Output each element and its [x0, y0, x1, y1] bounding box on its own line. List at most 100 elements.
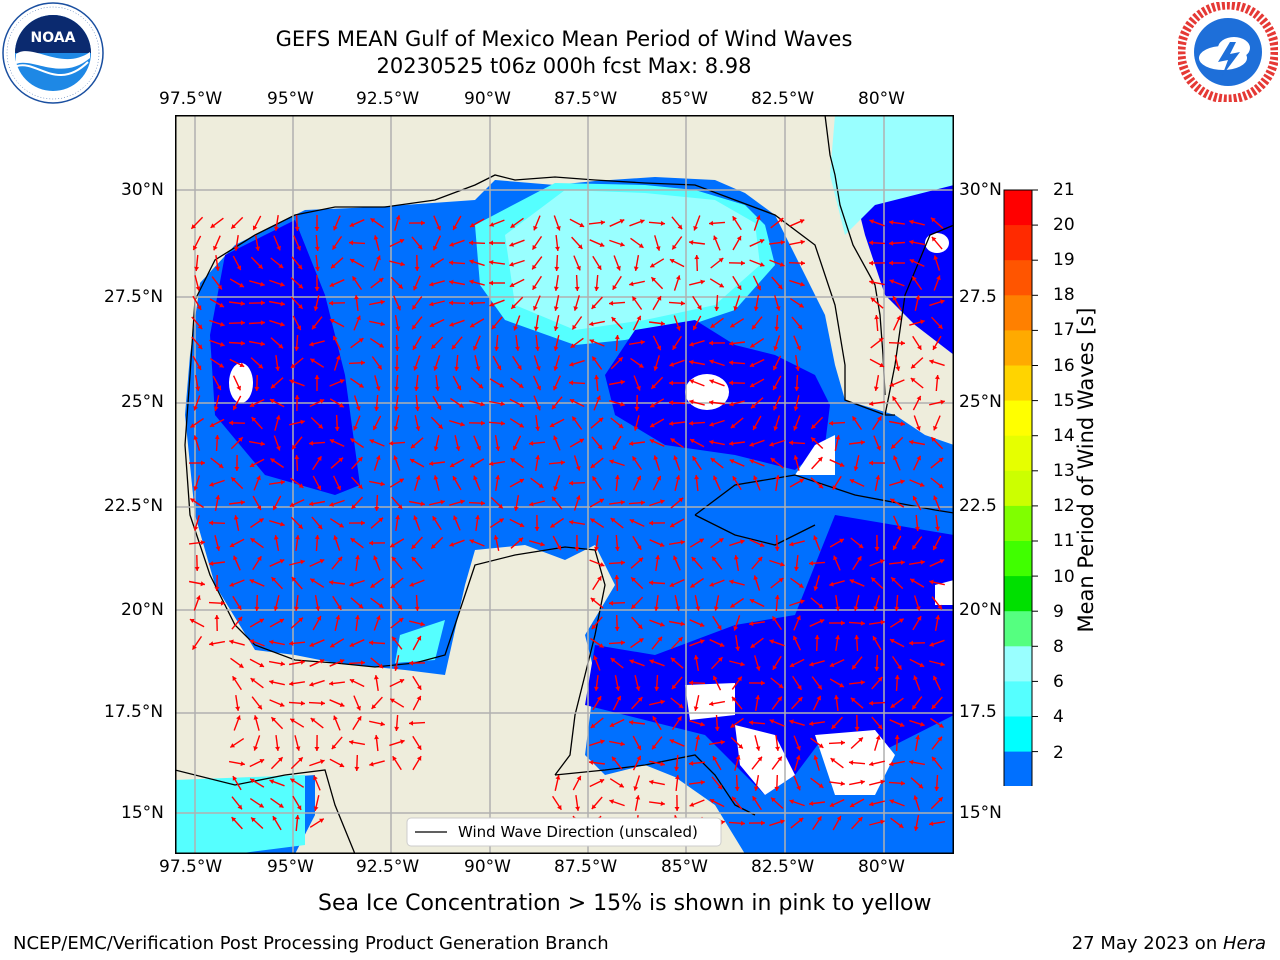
- wave-direction-arrow: [771, 616, 783, 630]
- wave-direction-arrow: [270, 337, 284, 349]
- wave-direction-arrow: [873, 595, 880, 611]
- lat-label-left: 20°N: [121, 600, 164, 620]
- wave-direction-arrow: [689, 538, 705, 548]
- wave-direction-arrow: [552, 535, 562, 551]
- wave-direction-arrow: [873, 435, 881, 451]
- wave-direction-arrow: [408, 500, 426, 507]
- wave-direction-arrow: [430, 336, 444, 350]
- wave-direction-arrow: [230, 657, 244, 669]
- wave-direction-arrow: [250, 816, 264, 830]
- wave-direction-arrow: [610, 356, 624, 370]
- wave-direction-arrow: [914, 514, 920, 532]
- wave-direction-arrow: [614, 534, 620, 552]
- wave-direction-arrow: [269, 520, 285, 527]
- wave-direction-arrow: [890, 697, 904, 709]
- wave-direction-arrow: [453, 515, 461, 531]
- wave-direction-arrow: [794, 755, 801, 771]
- wave-direction-arrow: [835, 594, 841, 612]
- wave-direction-arrow: [433, 215, 441, 231]
- wave-direction-arrow: [689, 780, 705, 785]
- wave-direction-arrow: [314, 215, 320, 231]
- wave-direction-arrow: [309, 398, 325, 408]
- wave-direction-arrow: [874, 314, 880, 332]
- wave-direction-arrow: [913, 415, 921, 431]
- wave-direction-arrow: [251, 696, 263, 710]
- wave-direction-arrow: [569, 359, 585, 367]
- lat-label-right: 15°N: [959, 803, 1002, 823]
- wave-direction-arrow: [752, 415, 762, 431]
- wave-direction-arrow: [509, 478, 525, 488]
- wave-direction-arrow: [249, 778, 265, 788]
- wave-direction-arrow: [775, 735, 780, 751]
- wave-direction-arrow: [668, 400, 686, 406]
- colorbar-bin: [1004, 330, 1032, 366]
- wave-direction-arrow: [229, 738, 245, 748]
- wave-direction-arrow: [590, 597, 604, 609]
- wave-direction-arrow: [273, 595, 280, 611]
- lat-label-left: 17.5°N: [104, 702, 164, 722]
- wave-direction-arrow: [669, 258, 685, 268]
- wave-direction-arrow: [214, 535, 221, 551]
- wave-direction-arrow: [414, 394, 420, 412]
- wave-direction-arrow: [551, 496, 563, 510]
- wave-direction-arrow: [589, 498, 605, 508]
- wave-direction-arrow: [750, 397, 764, 409]
- wave-direction-arrow: [869, 800, 885, 807]
- wave-direction-arrow: [730, 717, 744, 729]
- wave-direction-arrow: [648, 220, 666, 226]
- wave-direction-arrow: [908, 559, 926, 565]
- wave-direction-arrow: [553, 355, 560, 371]
- wave-direction-arrow: [912, 335, 922, 351]
- wave-direction-arrow: [270, 576, 284, 590]
- wave-direction-arrow: [269, 279, 285, 287]
- wave-direction-arrow: [189, 540, 205, 545]
- wave-direction-arrow: [314, 375, 320, 391]
- lat-label-right: 30°N: [959, 180, 1002, 200]
- wave-direction-arrow: [850, 537, 864, 549]
- wave-direction-arrow: [469, 279, 485, 286]
- wave-direction-arrow: [634, 675, 641, 691]
- wave-direction-arrow: [689, 438, 705, 448]
- wave-direction-arrow: [752, 795, 762, 811]
- wave-direction-arrow: [209, 298, 225, 308]
- wave-direction-arrow: [888, 340, 906, 346]
- wave-direction-arrow: [332, 475, 342, 491]
- wave-direction-arrow: [252, 495, 262, 511]
- wave-direction-arrow: [250, 256, 264, 270]
- lon-label-top: 90°W: [464, 89, 511, 109]
- wave-direction-arrow: [329, 681, 345, 686]
- wave-direction-arrow: [710, 457, 724, 469]
- wave-direction-arrow: [889, 279, 905, 287]
- wave-direction-arrow: [213, 395, 220, 411]
- wave-direction-arrow: [350, 537, 364, 549]
- wave-direction-arrow: [689, 240, 705, 245]
- wave-direction-arrow: [268, 300, 286, 307]
- wave-direction-arrow: [649, 619, 665, 627]
- colorbar-tick: 2: [1053, 743, 1064, 763]
- wave-direction-arrow: [889, 220, 905, 225]
- wave-direction-arrow: [269, 319, 285, 327]
- wave-direction-arrow: [709, 579, 725, 587]
- wave-direction-arrow: [432, 395, 442, 411]
- wave-direction-arrow: [272, 815, 282, 831]
- wave-direction-arrow: [688, 760, 706, 766]
- wave-direction-arrow: [193, 395, 201, 411]
- wave-direction-arrow: [308, 700, 326, 706]
- wave-direction-arrow: [632, 535, 642, 551]
- wave-direction-arrow: [272, 495, 282, 511]
- wave-direction-arrow: [270, 716, 284, 730]
- wave-direction-arrow: [812, 695, 822, 711]
- wave-direction-arrow: [253, 715, 260, 731]
- wave-direction-arrow: [250, 677, 264, 689]
- wave-direction-arrow: [929, 299, 945, 307]
- wave-direction-arrow: [828, 420, 846, 426]
- wave-direction-arrow: [209, 479, 225, 487]
- wave-direction-arrow: [275, 735, 280, 751]
- wave-direction-arrow: [655, 554, 661, 572]
- wave-direction-arrow: [672, 335, 682, 351]
- wave-direction-arrow: [671, 676, 683, 690]
- wave-direction-arrow: [849, 440, 865, 445]
- wave-direction-arrow: [934, 774, 940, 792]
- wave-direction-arrow: [933, 415, 941, 431]
- wave-direction-arrow: [912, 395, 922, 411]
